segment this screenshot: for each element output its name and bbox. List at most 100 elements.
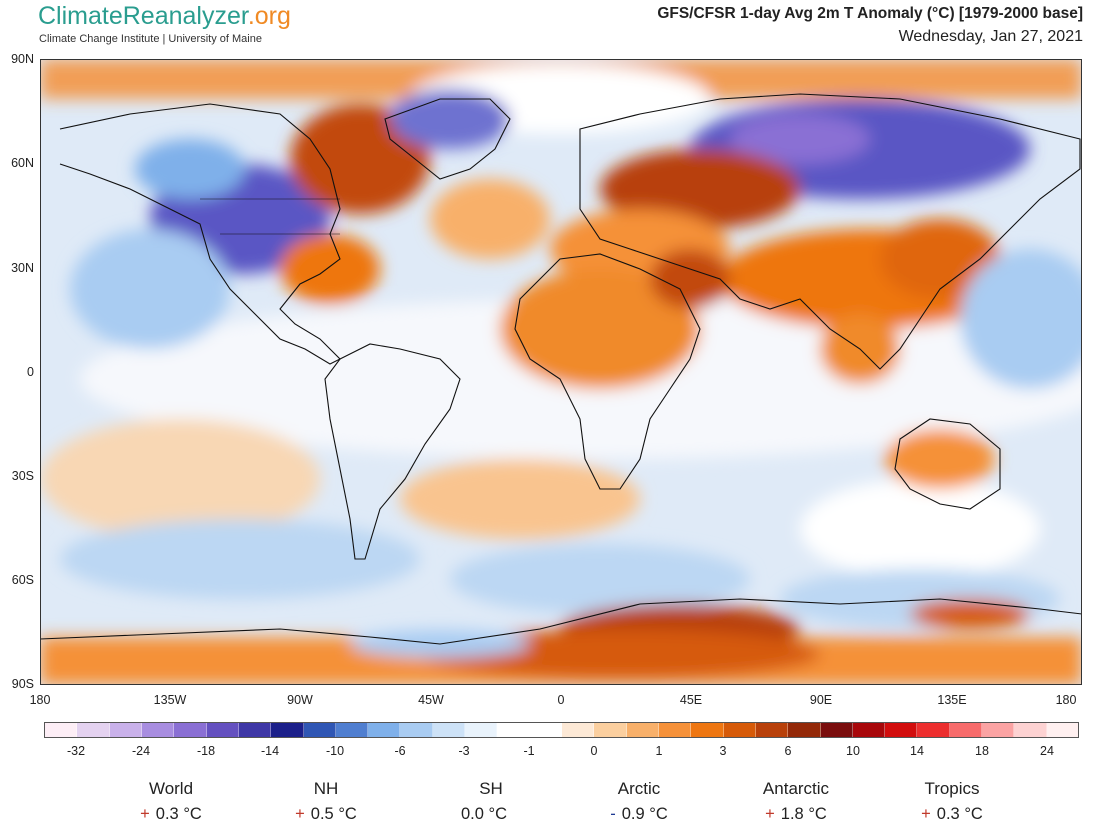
x-tick-label: 180 <box>1055 693 1077 707</box>
region-value-text: 0.3 °C <box>155 805 202 823</box>
color-scale-swatch <box>529 723 562 737</box>
region-value-world: +0.3 °C <box>96 805 246 824</box>
color-scale-swatch <box>885 723 918 737</box>
y-tick-label: 60S <box>11 573 34 587</box>
logo-part-climate: Climate <box>38 2 123 30</box>
region-name-world: World <box>148 779 194 798</box>
sign-indicator: + <box>295 805 305 823</box>
color-scale-swatch <box>77 723 110 737</box>
color-scale-swatch <box>368 723 401 737</box>
color-scale-label: -10 <box>325 744 345 758</box>
region-value-nh: +0.5 °C <box>251 805 401 824</box>
color-scale-swatch <box>335 723 369 737</box>
y-tick-label: 90S <box>11 677 34 691</box>
color-scale-label: -3 <box>458 744 470 758</box>
map-date: Wednesday, Jan 27, 2021 <box>898 28 1083 45</box>
anomaly-map <box>40 59 1082 685</box>
anomaly-map-svg <box>40 59 1082 685</box>
color-scale-swatch <box>271 723 304 737</box>
color-scale-swatch <box>1014 723 1047 737</box>
color-scale-swatch <box>917 723 950 737</box>
region-value-sh: 0.0 °C <box>406 805 556 824</box>
sign-indicator: + <box>921 805 931 823</box>
x-tick-label: 45W <box>418 693 444 707</box>
region-value-text: 0.9 °C <box>621 805 668 823</box>
color-scale-label: -14 <box>260 744 280 758</box>
x-tick-label: 180 <box>29 693 51 707</box>
color-scale-label: 32 <box>1091 744 1100 758</box>
color-scale-swatch <box>45 723 78 737</box>
region-value-antarctic: +1.8 °C <box>721 805 871 824</box>
region-value-tropics: +0.3 °C <box>877 805 1027 824</box>
color-scale-label: -6 <box>394 744 406 758</box>
color-scale-swatch <box>982 723 1015 737</box>
color-scale-bar <box>44 722 1079 738</box>
color-scale-label: -24 <box>131 744 151 758</box>
color-scale-swatch <box>852 723 886 737</box>
color-scale-swatch <box>174 723 207 737</box>
color-scale-swatch <box>755 723 789 737</box>
logo-subtitle: Climate Change Institute | University of… <box>39 33 262 45</box>
region-name-arctic: Arctic <box>617 779 661 798</box>
color-scale-swatch <box>820 723 853 737</box>
color-scale-swatch <box>723 723 756 737</box>
x-tick-label: 135E <box>937 693 967 707</box>
map-title: GFS/CFSR 1-day Avg 2m T Anomaly (°C) [19… <box>657 5 1083 22</box>
region-value-text: 0.0 °C <box>460 805 508 823</box>
color-scale-label: 1 <box>655 744 663 758</box>
region-value-arctic: -0.9 °C <box>564 805 714 824</box>
region-value-text: 0.3 °C <box>936 805 983 823</box>
region-value-text: 1.8 °C <box>780 805 827 823</box>
color-scale-swatch <box>691 723 724 737</box>
logo-part-reanalyzer: Reanalyzer <box>122 2 248 30</box>
coastlines <box>40 93 1082 645</box>
color-scale-swatch <box>400 723 433 737</box>
region-name-antarctic: Antarctic <box>762 779 830 798</box>
region-name-sh: SH <box>479 779 503 798</box>
color-scale-swatch <box>109 723 142 737</box>
color-scale-label: 24 <box>1040 744 1054 758</box>
sign-indicator: + <box>140 805 150 823</box>
logo-part-org: .org <box>247 2 291 30</box>
color-scale-swatch <box>562 723 595 737</box>
color-scale-label: -32 <box>66 744 86 758</box>
color-scale-swatch <box>465 723 498 737</box>
region-name-tropics: Tropics <box>924 779 980 798</box>
sign-indicator: - <box>610 805 616 823</box>
x-tick-label: 90E <box>809 693 833 707</box>
color-scale-label: 3 <box>719 744 727 758</box>
color-scale-swatch <box>594 723 627 737</box>
color-scale-swatch <box>1046 723 1078 737</box>
color-scale-swatch <box>206 723 239 737</box>
anomaly-field <box>40 59 1082 685</box>
x-tick-label: 90W <box>287 693 313 707</box>
y-tick-label: 0 <box>27 365 34 379</box>
color-scale-swatch <box>626 723 659 737</box>
color-scale-swatch <box>303 723 336 737</box>
region-name-nh: NH <box>313 779 339 798</box>
color-scale-swatch <box>949 723 983 737</box>
site-logo[interactable]: ClimateReanalyzer.org <box>38 2 291 31</box>
color-scale-label: 18 <box>975 744 989 758</box>
color-scale-label: 0 <box>590 744 598 758</box>
color-scale-swatch <box>432 723 466 737</box>
color-scale-label: 14 <box>910 744 924 758</box>
map-border <box>40 59 1082 685</box>
color-scale-label: 10 <box>846 744 860 758</box>
y-tick-label: 30S <box>11 469 34 483</box>
sign-indicator: + <box>765 805 775 823</box>
color-scale-label: -1 <box>523 744 535 758</box>
y-tick-label: 30N <box>11 261 34 275</box>
color-scale-swatch <box>497 723 530 737</box>
x-tick-label: 0 <box>557 693 565 707</box>
color-scale-label: -18 <box>196 744 216 758</box>
color-scale-swatch <box>788 723 821 737</box>
color-scale-swatch <box>658 723 692 737</box>
x-tick-label: 45E <box>679 693 703 707</box>
x-tick-label: 135W <box>153 693 187 707</box>
color-scale-swatch <box>238 723 272 737</box>
y-tick-label: 90N <box>11 52 34 66</box>
color-scale-label: 6 <box>784 744 792 758</box>
color-scale-swatch <box>141 723 175 737</box>
y-tick-label: 60N <box>11 156 34 170</box>
